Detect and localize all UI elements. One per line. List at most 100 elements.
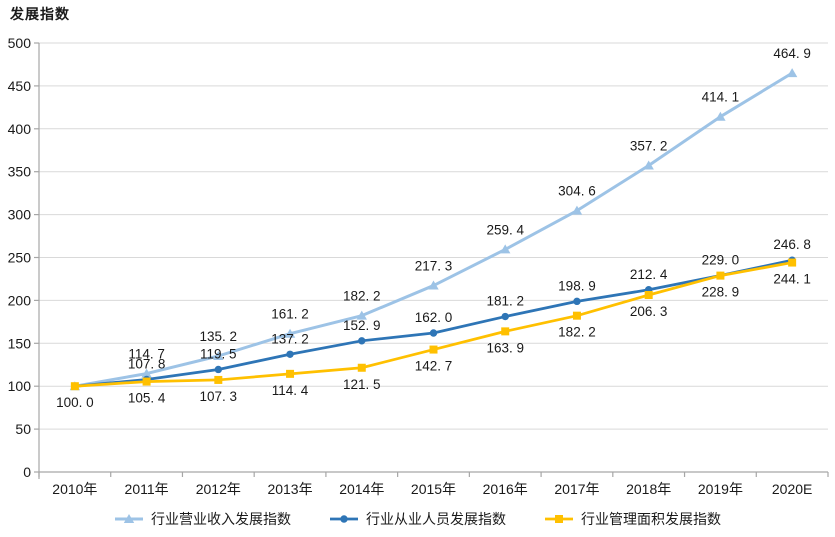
square-marker xyxy=(644,290,653,299)
x-axis: 2010年 2011年 2012年 2013年 2014年 2015年 2016年 2017年… xyxy=(38,471,829,497)
square-marker xyxy=(429,345,438,354)
data-label: 228. 9 xyxy=(702,285,740,300)
triangle-marker xyxy=(715,111,726,121)
data-label: 304. 6 xyxy=(558,184,596,199)
circle-marker xyxy=(358,337,366,345)
data-label: 464. 9 xyxy=(773,46,811,61)
y-tick-label: 150 xyxy=(8,335,32,351)
circle-marker xyxy=(429,329,438,337)
square-marker xyxy=(214,375,223,384)
y-axis: 0 50 100 150 200 250 300 350 400 450 500 xyxy=(8,35,40,480)
y-tick-label: 0 xyxy=(23,464,31,480)
data-label: 259. 4 xyxy=(486,222,524,237)
x-tick-label: 2016年 xyxy=(483,481,528,497)
triangle-marker xyxy=(428,280,439,290)
y-tick-label: 450 xyxy=(8,78,32,94)
data-label: 142. 7 xyxy=(415,359,453,374)
square-marker xyxy=(555,515,563,523)
data-label: 212. 4 xyxy=(630,267,668,282)
square-marker xyxy=(501,327,510,336)
series-2: 100. 0 105. 4 107. 3 114. 4 121. 5 142. 7 163.… xyxy=(56,258,811,410)
triangle-marker xyxy=(643,160,654,170)
triangle-marker-icon xyxy=(114,513,144,525)
y-tick-label: 400 xyxy=(8,121,32,137)
data-label: 217. 3 xyxy=(415,259,453,274)
y-tick-label: 350 xyxy=(8,164,32,180)
data-label: 114. 4 xyxy=(272,383,309,398)
circle-marker xyxy=(340,515,348,523)
data-label: 414. 1 xyxy=(702,90,740,105)
x-tick-label: 2014年 xyxy=(339,481,384,497)
x-tick-label: 2015年 xyxy=(411,481,456,497)
triangle-marker xyxy=(571,205,583,215)
y-tick-label: 250 xyxy=(8,250,32,266)
triangle-marker xyxy=(123,514,135,523)
series-1: 107. 8 119. 5 137. 2 152. 9 162. 0 181. 2 198.… xyxy=(71,237,811,390)
x-tick-label: 2017年 xyxy=(554,481,599,497)
square-marker xyxy=(788,258,797,267)
circle-marker xyxy=(214,365,223,374)
data-label: 198. 9 xyxy=(558,278,596,293)
triangle-marker xyxy=(356,310,367,320)
square-marker xyxy=(70,382,79,391)
y-axis-title: 发展指数 xyxy=(10,6,70,22)
circle-marker xyxy=(501,312,509,321)
legend-item-revenue: 行业营业收入发展指数 xyxy=(114,509,291,529)
triangle-marker xyxy=(284,328,296,338)
x-tick-label: 2019年 xyxy=(698,481,743,497)
chart-legend: 行业营业收入发展指数 行业从业人员发展指数 行业管理面积发展指数 xyxy=(0,509,835,529)
y-tick-label: 100 xyxy=(8,378,32,394)
legend-item-employees: 行业从业人员发展指数 xyxy=(329,509,506,529)
gridlines xyxy=(39,42,828,430)
x-tick-label: 2020E xyxy=(772,481,812,497)
data-label: 206. 3 xyxy=(630,304,668,319)
x-tick-label: 2013年 xyxy=(267,481,312,497)
x-tick-label: 2012年 xyxy=(196,481,241,497)
x-tick-label: 2018年 xyxy=(626,481,671,497)
data-label: 161. 2 xyxy=(271,307,309,322)
data-label: 182. 2 xyxy=(343,289,381,304)
data-label: 152. 9 xyxy=(343,318,381,333)
square-marker xyxy=(572,311,581,320)
square-marker xyxy=(716,271,725,280)
data-label: 229. 0 xyxy=(702,253,740,268)
legend-label: 行业营业收入发展指数 xyxy=(151,511,291,527)
data-label: 181. 2 xyxy=(486,294,524,309)
data-label: 182. 2 xyxy=(558,325,596,340)
square-marker-icon xyxy=(544,513,574,525)
data-label: 244. 1 xyxy=(773,272,811,287)
legend-label: 行业管理面积发展指数 xyxy=(581,511,721,527)
triangle-marker xyxy=(500,244,511,254)
data-label: 100. 0 xyxy=(56,395,94,410)
data-label: 135. 2 xyxy=(200,329,238,344)
y-tick-label: 50 xyxy=(15,421,31,437)
data-label: 114. 7 xyxy=(128,347,165,362)
y-tick-label: 300 xyxy=(8,207,32,223)
data-label: 137. 2 xyxy=(271,331,309,346)
data-label: 107. 8 xyxy=(128,357,166,372)
triangle-marker xyxy=(213,350,224,360)
legend-label: 行业从业人员发展指数 xyxy=(366,511,506,527)
x-tick-label: 2011年 xyxy=(125,481,169,497)
square-marker xyxy=(142,377,151,386)
square-marker xyxy=(357,363,366,372)
triangle-marker xyxy=(141,368,152,378)
x-tick-label: 2010年 xyxy=(52,481,97,497)
data-label: 119. 5 xyxy=(200,346,237,361)
data-label: 162. 0 xyxy=(415,310,453,325)
data-label: 357. 2 xyxy=(630,139,668,154)
y-tick-label: 200 xyxy=(8,292,32,308)
square-marker xyxy=(286,369,295,378)
series-0: 114. 7 135. 2 161. 2 182. 2 217. 3 259. 4 304.… xyxy=(69,46,811,391)
triangle-marker xyxy=(786,68,798,78)
y-tick-label: 500 xyxy=(8,35,32,51)
legend-item-area: 行业管理面积发展指数 xyxy=(544,509,721,529)
data-label: 105. 4 xyxy=(128,391,166,406)
data-label: 163. 9 xyxy=(486,340,524,355)
circle-marker-icon xyxy=(329,513,359,525)
data-label: 246. 8 xyxy=(773,237,811,252)
circle-marker xyxy=(286,350,294,358)
data-label: 121. 5 xyxy=(343,377,381,392)
circle-marker xyxy=(573,297,581,306)
